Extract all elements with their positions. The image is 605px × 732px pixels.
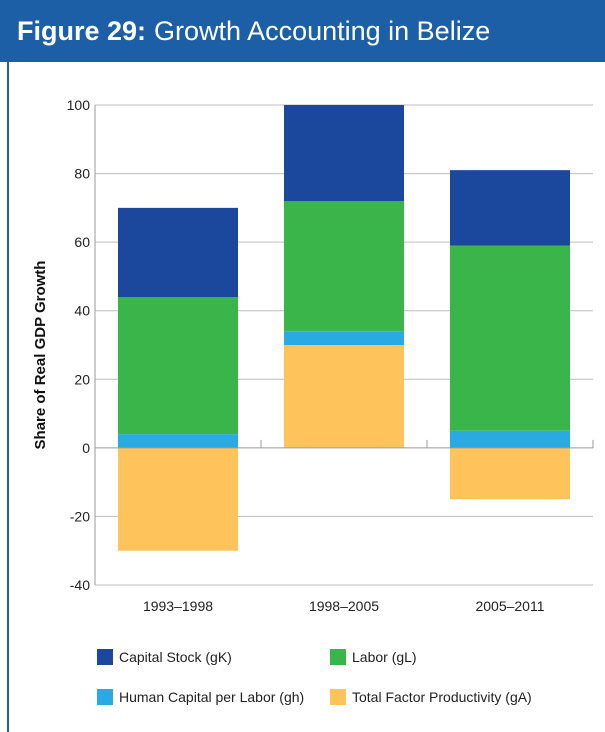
- y-tick-label: -20: [70, 508, 90, 524]
- legend-swatch: [97, 649, 113, 665]
- bar-segment: [284, 201, 404, 332]
- bar-segment: [450, 170, 570, 246]
- bar-segment: [118, 297, 238, 435]
- figure-header: Figure 29: Growth Accounting in Belize: [0, 0, 605, 62]
- bar-segment: [450, 447, 570, 500]
- bar-segment: [284, 105, 404, 201]
- y-tick-label: 0: [82, 440, 90, 456]
- legend-label: Labor (gL): [352, 649, 417, 665]
- legend: Capital Stock (gK) Labor (gL) Human Capita…: [97, 649, 532, 705]
- bar-segment: [450, 245, 570, 431]
- y-axis-label: Share of Real GDP Growth: [32, 261, 49, 450]
- figure-label: Figure 29:: [17, 15, 147, 46]
- legend-swatch: [330, 689, 346, 705]
- legend-label: Capital Stock (gK): [119, 649, 232, 665]
- legend-swatch: [97, 689, 113, 705]
- y-tick-label: 40: [74, 303, 90, 319]
- legend-swatch: [330, 649, 346, 665]
- x-tick-label: 2005–2011: [475, 598, 544, 614]
- y-tick-label: -40: [70, 577, 90, 593]
- axes: -40 -20 0 20 40 60 80 100 1993–1998 1998–2005 2005…: [67, 97, 594, 614]
- bars: [118, 105, 570, 551]
- y-tick-label: 60: [74, 234, 90, 250]
- figure-title: Growth Accounting in Belize: [154, 15, 491, 46]
- legend-label: Total Factor Productivity (gA): [352, 689, 532, 705]
- bar-segment: [118, 434, 238, 448]
- y-tick-label: 100: [67, 97, 91, 113]
- bar-segment: [118, 447, 238, 551]
- bar-segment: [284, 345, 404, 448]
- legend-label: Human Capital per Labor (gh): [119, 689, 304, 705]
- bar-segment: [284, 331, 404, 345]
- y-tick-label: 80: [74, 166, 90, 182]
- y-tick-label: 20: [74, 371, 90, 387]
- x-tick-label: 1993–1998: [143, 598, 213, 614]
- frame-border: [7, 62, 9, 732]
- bar-segment: [118, 207, 238, 297]
- x-tick-label: 1998–2005: [309, 598, 379, 614]
- bar-segment: [450, 430, 570, 448]
